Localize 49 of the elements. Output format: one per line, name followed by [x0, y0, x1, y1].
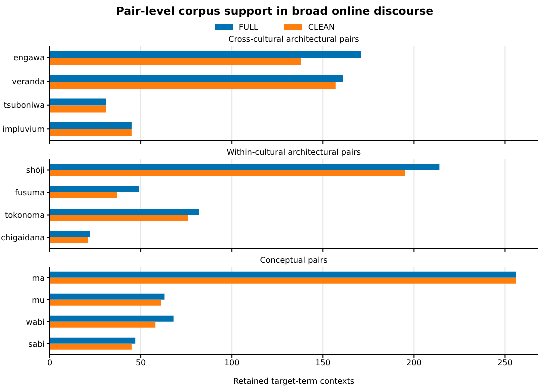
bar	[50, 170, 406, 176]
bar	[50, 322, 156, 328]
chart-subtitle: Cross-cultural architectural pairs	[228, 34, 360, 46]
bar	[50, 344, 132, 350]
bar	[50, 58, 302, 66]
x-tick-label: 0	[47, 358, 53, 368]
y-tick-label: engawa	[14, 54, 46, 63]
y-tick-label: shōji	[26, 166, 45, 176]
y-tick-label: fusuma	[15, 188, 46, 198]
bar	[50, 338, 136, 344]
bar	[50, 82, 336, 89]
y-tick-label: mu	[32, 296, 45, 305]
chart-title: Pair-level corpus support in broad online discourse	[115, 4, 435, 20]
bar	[50, 192, 118, 198]
x-tick-label: 50	[136, 358, 146, 368]
bar	[50, 237, 88, 244]
bar	[50, 278, 516, 284]
y-tick-label: wabi	[26, 318, 45, 327]
bar	[50, 51, 362, 58]
bar	[50, 186, 140, 192]
x-tick-label: 100	[224, 358, 240, 368]
bar	[50, 106, 106, 113]
bar	[50, 129, 132, 136]
y-tick-label: sabi	[28, 340, 45, 349]
bar	[50, 122, 132, 130]
y-tick-label: chigaidana	[1, 234, 46, 243]
y-tick-label: veranda	[12, 77, 46, 86]
y-tick-label: tokonoma	[5, 211, 46, 220]
bar	[50, 208, 200, 215]
x-tick-label: 200	[406, 358, 422, 368]
bar	[50, 272, 516, 278]
bar	[50, 164, 440, 170]
bar	[50, 300, 162, 306]
bar	[50, 98, 106, 106]
legend-label: FULL	[239, 22, 258, 32]
bar	[50, 231, 90, 238]
legend-label: CLEAN	[308, 22, 335, 32]
x-tick-label: 250	[498, 358, 513, 368]
bar	[50, 214, 188, 221]
y-tick-label: tsuboniwa	[4, 101, 46, 110]
x-axis-title: Retained target-term contexts	[232, 377, 356, 388]
y-tick-label: impluvium	[2, 124, 46, 134]
chart-subtitle: Within-cultural architectural pairs	[226, 147, 362, 159]
bar	[50, 294, 165, 300]
y-tick-label: ma	[32, 274, 46, 283]
bar	[50, 74, 344, 82]
bar	[50, 316, 174, 322]
chart-subtitle: Conceptual pairs	[259, 255, 329, 267]
x-tick-label: 150	[315, 358, 331, 368]
